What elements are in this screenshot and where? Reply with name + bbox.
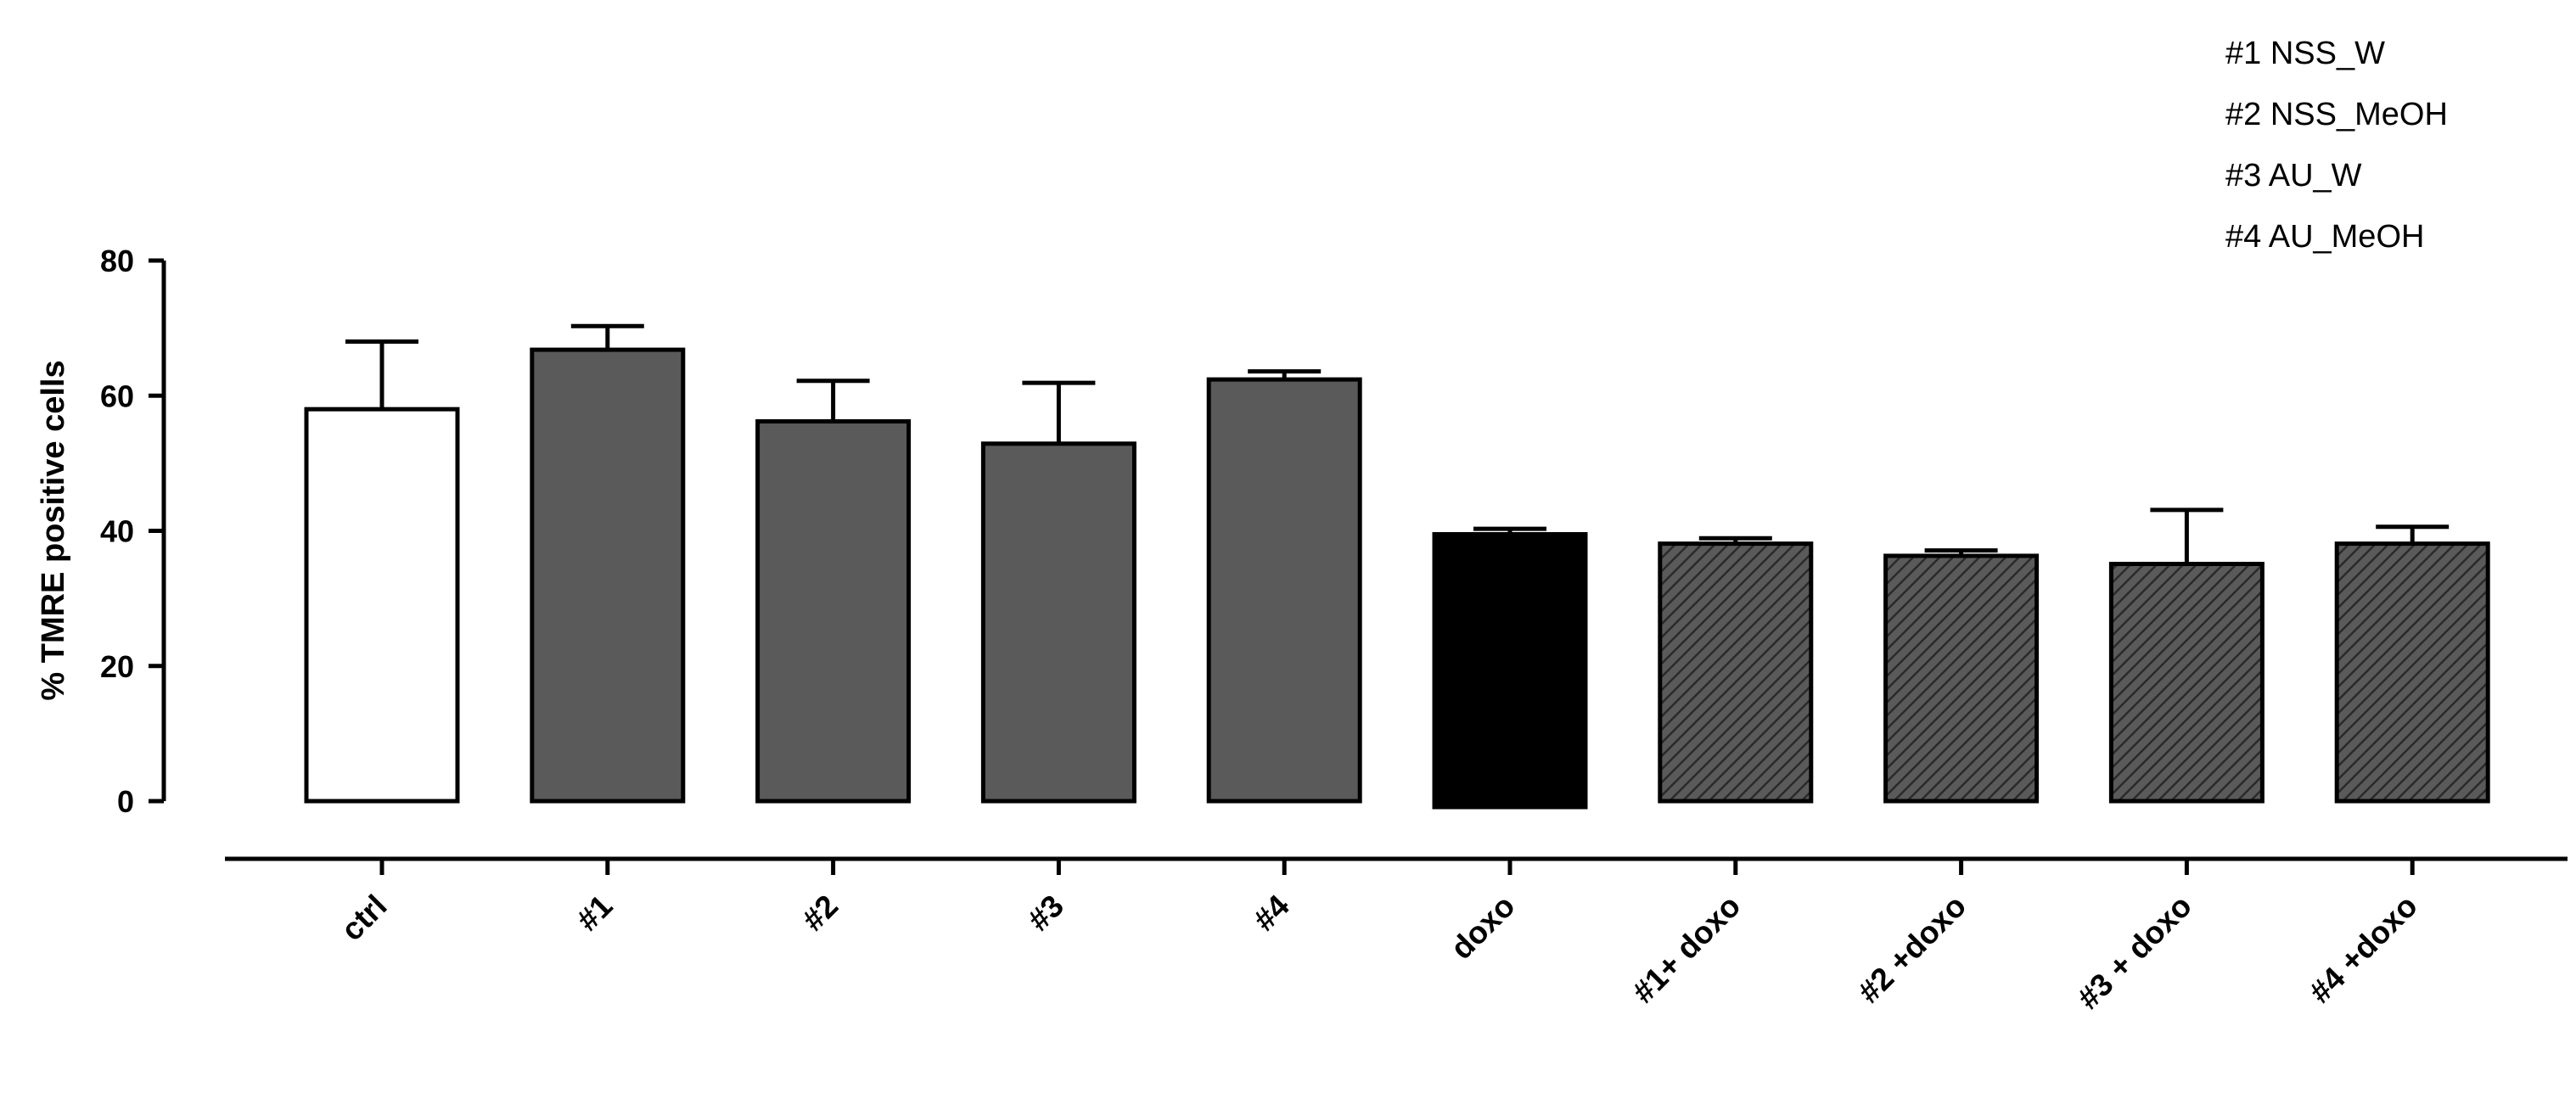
category-label: #1 xyxy=(570,889,619,938)
category-label: #4 xyxy=(1247,888,1296,937)
category-label: doxo xyxy=(1444,889,1521,966)
category-label: #3 + doxo xyxy=(2071,889,2198,1016)
bar-2 xyxy=(755,419,912,804)
y-tick-label: 20 xyxy=(100,649,134,684)
y-tick-label: 80 xyxy=(100,244,134,278)
bar-6 xyxy=(1658,541,1814,804)
bar-5 xyxy=(1432,531,1588,810)
legend-entry: #2 NSS_MeOH xyxy=(2225,97,2448,132)
y-tick-label: 0 xyxy=(117,784,134,819)
bar-7 xyxy=(1883,553,2040,804)
y-ticks: 0 20 40 60 80 xyxy=(100,244,164,819)
category-label: ctrl xyxy=(334,889,394,948)
category-label: #2 +doxo xyxy=(1851,889,1973,1010)
category-label: #4 +doxo xyxy=(2303,889,2424,1010)
y-tick-label: 40 xyxy=(100,514,134,549)
category-label: #3 xyxy=(1021,889,1070,938)
bar-4 xyxy=(1206,377,1362,804)
bar-3 xyxy=(980,441,1136,804)
y-tick-label: 60 xyxy=(100,378,134,413)
bar-8 xyxy=(2108,562,2265,804)
category-label: #2 xyxy=(795,889,845,938)
category-label: #1+ doxo xyxy=(1625,889,1747,1010)
legend-entry: #4 AU_MeOH xyxy=(2225,219,2424,255)
bars xyxy=(304,323,2490,810)
x-ticks: ctrl #1 #2 #3 #4 doxo #1+ doxo #2 +doxo #3 + dox… xyxy=(334,859,2424,1016)
bar-0 xyxy=(304,407,460,804)
bar-1 xyxy=(530,347,686,804)
legend-entry: #3 AU_W xyxy=(2225,158,2362,193)
y-axis-label: % TMRE positive cells xyxy=(36,360,71,700)
legend-entry: #1 NSS_W xyxy=(2225,36,2385,71)
legend: #1 NSS_W #2 NSS_MeOH #3 AU_W #4 AU_MeOH xyxy=(2225,36,2448,255)
bar-9 xyxy=(2334,541,2490,804)
